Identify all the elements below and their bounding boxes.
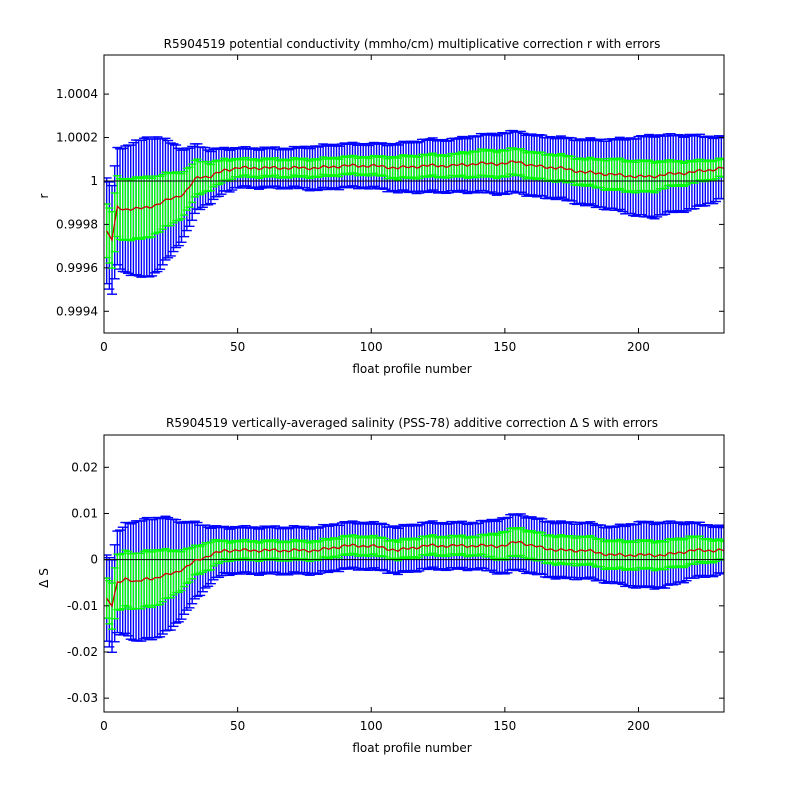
x-tick-label: 200	[627, 719, 650, 733]
x-axis-label: float profile number	[352, 741, 471, 755]
y-tick-label: -0.02	[67, 645, 98, 659]
x-tick-label: 150	[493, 719, 516, 733]
error-bars	[104, 513, 724, 653]
x-tick-label: 100	[360, 719, 383, 733]
y-tick-label: 1.0004	[56, 87, 98, 101]
x-tick-label: 0	[100, 719, 108, 733]
y-tick-label: 0.9998	[56, 217, 98, 231]
y-tick-label: 0	[90, 553, 98, 567]
y-tick-label: -0.03	[67, 691, 98, 705]
x-tick-label: 50	[230, 719, 245, 733]
x-axis-label: float profile number	[352, 362, 471, 376]
x-tick-label: 50	[230, 340, 245, 354]
error-bars	[104, 129, 724, 295]
axes-frame	[103, 434, 725, 713]
conductivity-correction-panel: R5904519 potential conductivity (mmho/cm…	[37, 37, 725, 376]
chart-title: R5904519 potential conductivity (mmho/cm…	[164, 37, 661, 51]
axes-frame	[103, 54, 725, 334]
x-tick-label: 200	[627, 340, 650, 354]
y-tick-label: 0.01	[71, 506, 98, 520]
x-tick-label: 100	[360, 340, 383, 354]
y-axis-label: r	[37, 193, 51, 198]
y-tick-label: 1	[90, 174, 98, 188]
y-tick-label: -0.01	[67, 599, 98, 613]
y-tick-label: 1.0002	[56, 131, 98, 145]
y-tick-label: 0.9994	[56, 304, 98, 318]
plot-area: 0 50 100 150 200 0.9994 0.9996 0.9998 1 1.0002 1.0…	[56, 54, 725, 354]
correction-line	[106, 160, 724, 242]
x-tick-label: 150	[493, 340, 516, 354]
correction-line	[106, 540, 724, 608]
salinity-correction-panel: R5904519 vertically-averaged salinity (P…	[37, 416, 725, 755]
plot-area: 0 50 100 150 200 -0.03 -0.02 -0.01 0 0.01 0.02	[67, 434, 725, 733]
y-axis-label: Δ S	[37, 568, 51, 588]
x-tick-label: 0	[100, 340, 108, 354]
y-tick-label: 0.9996	[56, 261, 98, 275]
y-tick-label: 0.02	[71, 460, 98, 474]
chart-title: R5904519 vertically-averaged salinity (P…	[166, 416, 658, 430]
